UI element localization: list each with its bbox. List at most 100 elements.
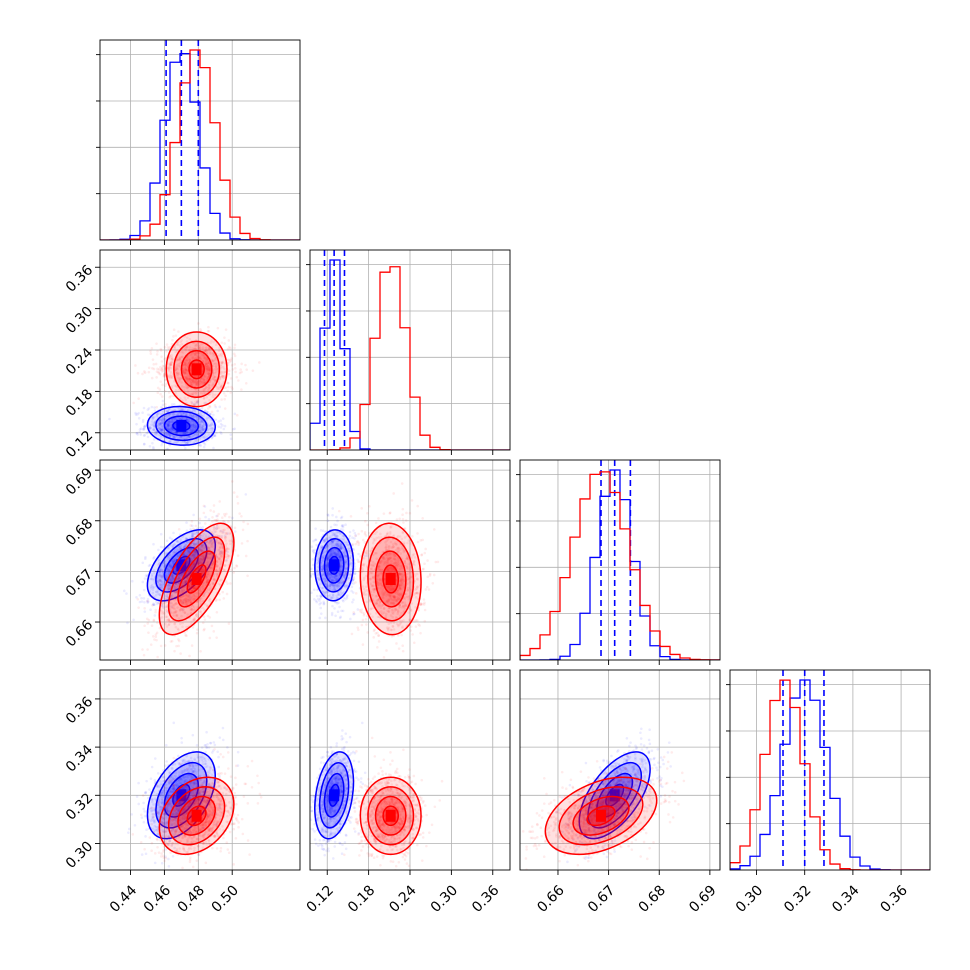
scatter-point xyxy=(193,415,197,419)
contour-line xyxy=(155,410,208,442)
scatter-point xyxy=(205,366,208,370)
scatter-point xyxy=(339,615,342,619)
scatter-point xyxy=(198,410,202,414)
scatter-point xyxy=(160,575,163,578)
scatter-point xyxy=(143,425,146,429)
scatter-point xyxy=(149,585,153,588)
scatter-point xyxy=(155,590,158,594)
scatter-point xyxy=(186,408,190,412)
scatter-point xyxy=(156,621,159,624)
scatter-point xyxy=(170,639,174,643)
scatter-point xyxy=(233,346,236,350)
scatter-point xyxy=(161,583,164,586)
scatter-point xyxy=(201,428,205,431)
scatter-point xyxy=(312,572,315,576)
scatter-point xyxy=(215,524,219,528)
scatter-point xyxy=(183,556,186,560)
scatter-point xyxy=(175,358,179,362)
scatter-point xyxy=(198,521,201,525)
scatter-point xyxy=(207,347,211,351)
scatter-point xyxy=(172,531,175,535)
scatter-point xyxy=(207,383,211,387)
scatter-point xyxy=(306,603,309,606)
scatter-point xyxy=(185,625,188,629)
scatter-point xyxy=(176,371,179,375)
scatter-point xyxy=(218,598,221,602)
scatter-point xyxy=(215,560,219,563)
scatter-point xyxy=(158,422,162,426)
scatter-point xyxy=(377,640,381,643)
scatter-point xyxy=(158,573,162,577)
scatter-point xyxy=(167,546,170,550)
scatter-point xyxy=(177,577,181,581)
scatter-point xyxy=(190,383,194,387)
scatter-point xyxy=(168,563,172,567)
scatter-point xyxy=(153,638,156,641)
scatter-point xyxy=(210,410,214,414)
scatter-point xyxy=(185,359,188,362)
scatter-point xyxy=(151,591,155,595)
scatter-point xyxy=(197,389,201,393)
scatter-point xyxy=(197,443,200,447)
scatter-point xyxy=(186,425,189,428)
scatter-point xyxy=(202,428,205,431)
scatter-point xyxy=(191,379,195,383)
scatter-point xyxy=(191,428,195,431)
scatter-point xyxy=(203,392,207,395)
scatter-point xyxy=(184,446,187,450)
scatter-point xyxy=(200,420,204,423)
scatter-point xyxy=(156,367,159,371)
scatter-point xyxy=(146,408,150,411)
scatter-point xyxy=(197,562,200,566)
plot-area xyxy=(520,460,720,660)
scatter-point xyxy=(177,330,180,333)
scatter-point xyxy=(161,416,165,420)
scatter-point xyxy=(167,422,170,426)
density-peak xyxy=(176,419,187,432)
scatter-point xyxy=(165,415,168,419)
scatter-point xyxy=(177,644,180,648)
scatter-point xyxy=(178,357,182,360)
scatter-point xyxy=(186,541,189,544)
scatter-point xyxy=(203,356,207,359)
scatter-point xyxy=(183,363,187,367)
scatter-point xyxy=(335,515,338,519)
scatter-point xyxy=(183,579,186,583)
scatter-point xyxy=(143,424,147,428)
scatter-point xyxy=(204,346,207,350)
scatter-point xyxy=(351,600,354,604)
y-tick-label: 0.18 xyxy=(63,386,96,419)
scatter-point xyxy=(199,557,203,561)
scatter-point xyxy=(189,528,192,531)
scatter-point xyxy=(208,351,212,354)
scatter-point xyxy=(157,371,161,375)
scatter-point xyxy=(170,538,174,541)
scatter-point xyxy=(200,570,204,574)
scatter-point xyxy=(155,405,159,409)
scatter-point xyxy=(162,375,166,378)
scatter-point xyxy=(235,564,238,567)
x-tick-label: 0.36 xyxy=(877,882,910,915)
scatter-point xyxy=(172,589,175,593)
plot-area xyxy=(100,460,300,660)
scatter-point xyxy=(215,367,218,371)
scatter-point xyxy=(178,547,182,551)
scatter-point xyxy=(199,431,202,435)
scatter-point xyxy=(217,382,221,386)
scatter-point xyxy=(306,589,309,592)
scatter-point xyxy=(167,368,170,371)
scatter-point xyxy=(184,580,187,584)
scatter-point xyxy=(188,377,191,380)
scatter-point xyxy=(215,569,218,573)
scatter-point xyxy=(183,396,187,399)
scatter-point xyxy=(195,424,198,428)
scatter-point xyxy=(199,380,203,383)
scatter-point xyxy=(341,529,345,532)
scatter-point xyxy=(151,417,154,421)
scatter-point xyxy=(190,392,194,396)
scatter-point xyxy=(152,542,155,546)
scatter-point xyxy=(151,423,155,426)
scatter-point xyxy=(235,495,239,499)
scatter-point xyxy=(208,380,212,384)
scatter-point xyxy=(212,340,215,344)
